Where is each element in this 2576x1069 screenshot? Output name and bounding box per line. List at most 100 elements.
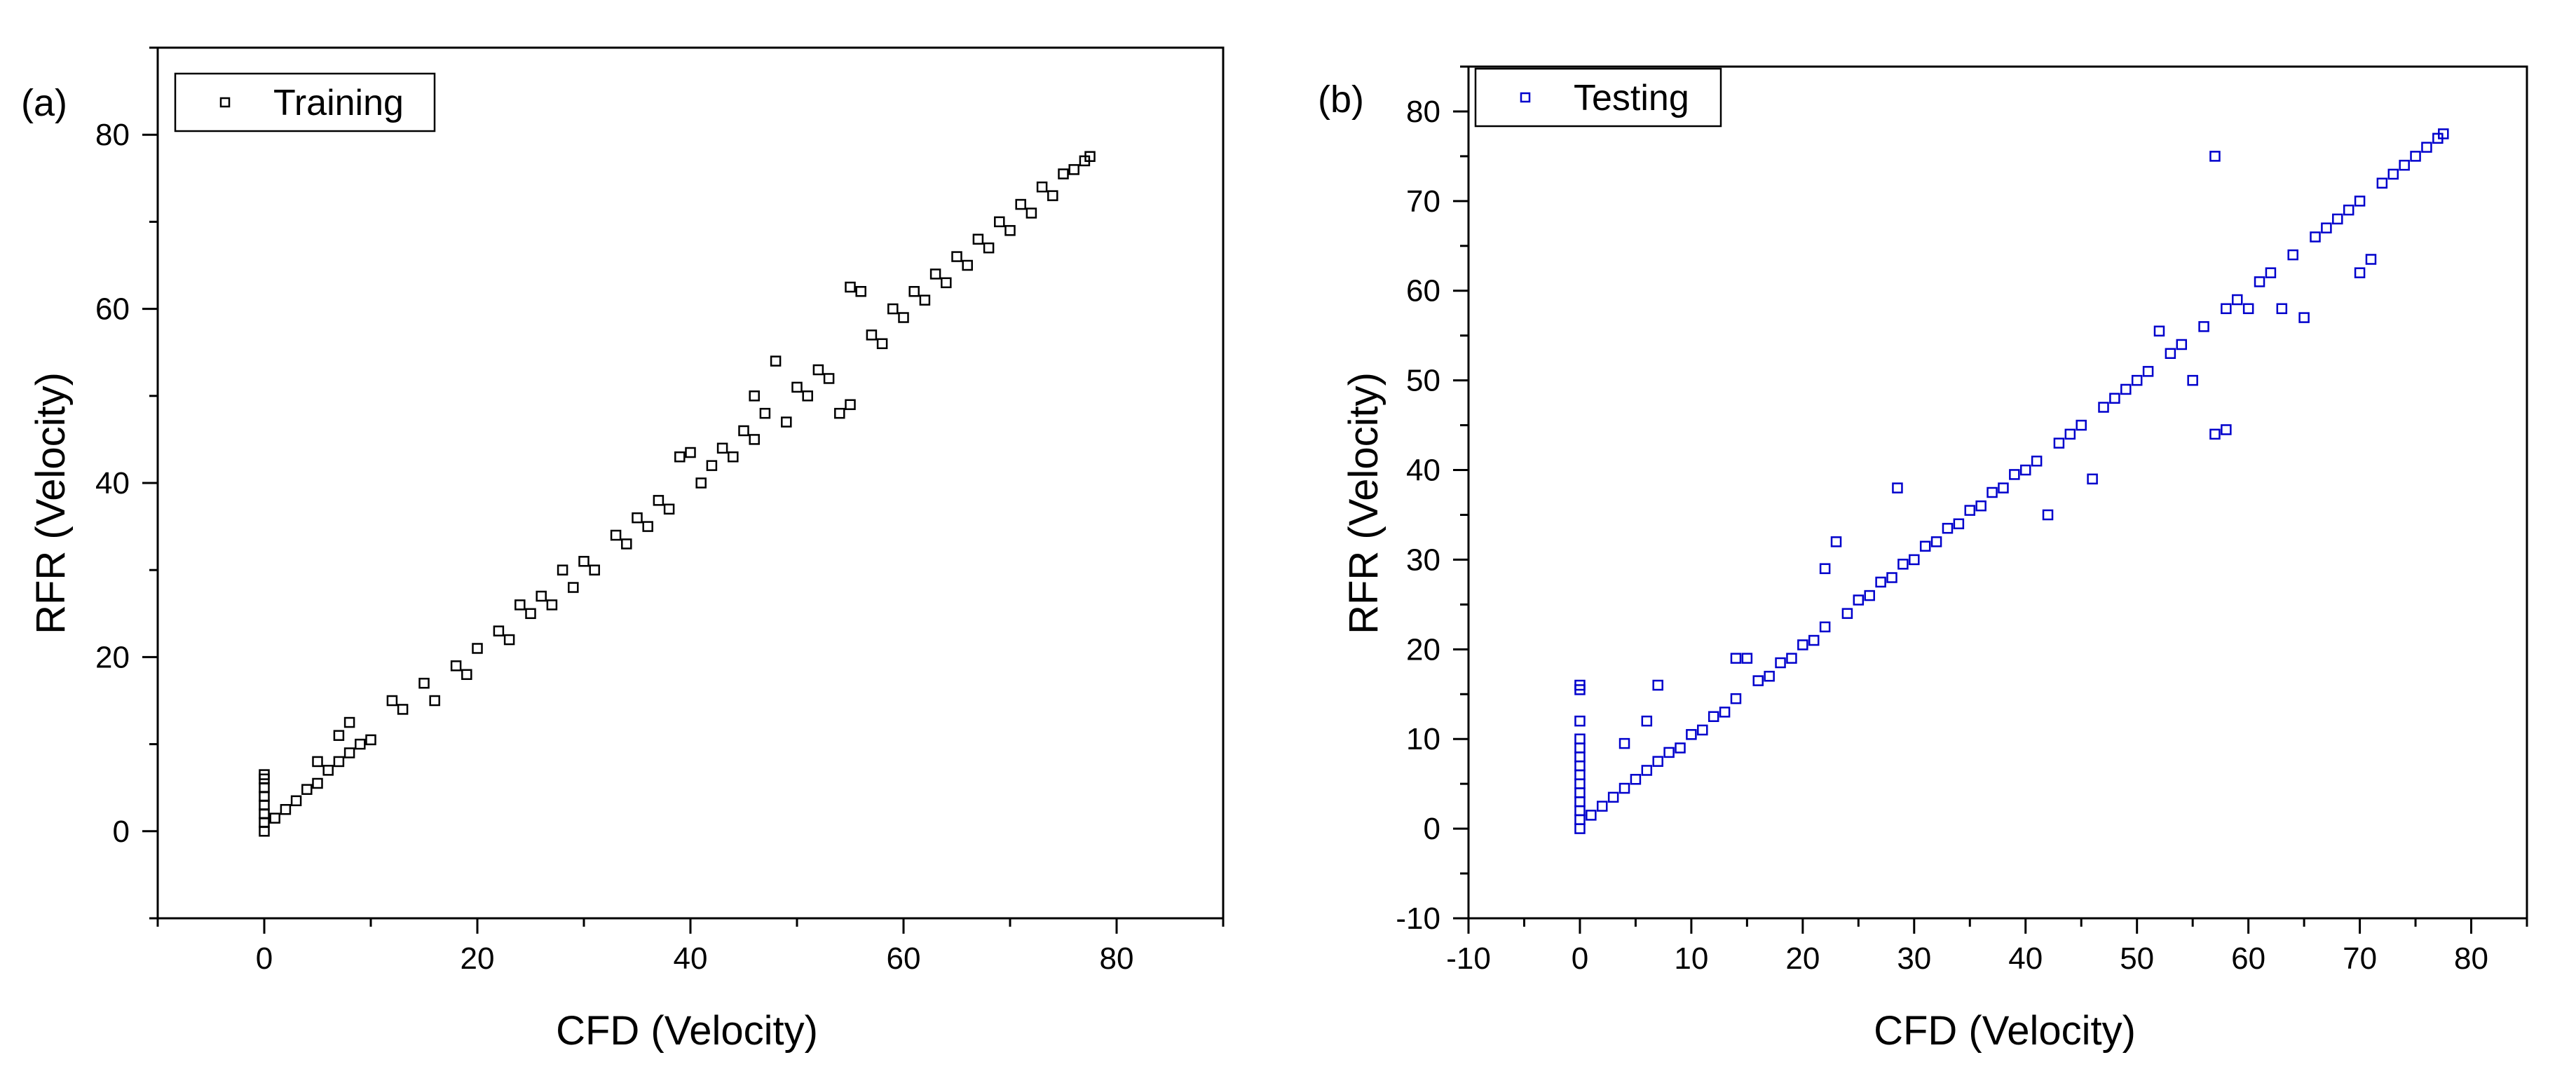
data-point (1652, 756, 1663, 767)
x-tick-label-b: 20 (1785, 941, 1820, 976)
data-point (2131, 374, 2143, 386)
data-point (2332, 213, 2343, 225)
data-point (2310, 231, 2321, 243)
data-point (972, 233, 984, 245)
data-point (2109, 393, 2120, 404)
x-tick-label-b: -10 (1446, 941, 1491, 976)
data-point (983, 242, 995, 254)
data-point (941, 277, 952, 289)
plot-frame-b (1467, 65, 2528, 920)
data-point (1864, 590, 1875, 601)
data-point (322, 765, 334, 776)
data-point (259, 791, 270, 802)
data-point (1641, 715, 1653, 727)
data-point (2365, 254, 2377, 265)
data-point (2276, 303, 2288, 315)
data-point (951, 251, 962, 262)
x-tick-label-b: 40 (2008, 941, 2043, 976)
data-point (1618, 737, 1630, 749)
data-point (2176, 339, 2188, 350)
chart-panel-a: (a) 0 20 40 60 80 0 20 40 60 80 Training CFD (Velo… (21, 46, 1225, 1054)
data-point (2387, 168, 2399, 180)
data-point (642, 521, 653, 532)
data-series-testing (1574, 128, 2449, 834)
data-point (716, 442, 728, 454)
data-point (1892, 482, 1903, 493)
x-tick-label-b: 0 (1572, 941, 1588, 976)
data-point (355, 738, 366, 750)
y-tick-label-b: 30 (1406, 543, 1440, 577)
data-point (2187, 374, 2198, 386)
data-point (557, 564, 568, 576)
data-point (2064, 428, 2076, 440)
plot-area-a: 0 20 40 60 80 0 20 40 60 80 Training (95, 46, 1225, 976)
data-point (1797, 639, 1808, 651)
legend-label-b: Testing (1574, 78, 1689, 118)
data-point (876, 338, 888, 350)
y-axis-title-a: RFR (Velocity) (28, 372, 74, 634)
data-point (1036, 181, 1048, 193)
data-point (908, 286, 920, 297)
data-point (2209, 428, 2221, 440)
x-axis-title-a: CFD (Velocity) (556, 1008, 818, 1054)
x-tick-label-b: 50 (2120, 941, 2154, 976)
data-point (259, 817, 270, 829)
data-point (1607, 791, 1619, 803)
data-point (269, 812, 280, 824)
data-point (312, 777, 323, 789)
data-point (1004, 225, 1016, 236)
data-point (1964, 505, 1976, 516)
data-point (845, 281, 856, 293)
data-point (568, 582, 579, 593)
data-point (1730, 693, 1742, 704)
y-tick-label-b: 80 (1406, 95, 1440, 129)
data-point (749, 434, 760, 445)
data-point (812, 364, 824, 376)
data-point (1830, 536, 1842, 547)
x-tick-label-b: 60 (2231, 941, 2265, 976)
data-point (1025, 207, 1037, 219)
data-point (1574, 805, 1586, 817)
data-point (1819, 563, 1831, 574)
x-tick-label-b: 30 (1897, 941, 1931, 976)
data-point (759, 407, 771, 419)
data-point (450, 660, 462, 672)
data-point (1875, 576, 1886, 588)
data-point (503, 634, 515, 646)
data-point (2153, 325, 2165, 337)
data-point (290, 795, 302, 807)
data-point (791, 381, 803, 393)
data-point (312, 756, 323, 768)
data-point (845, 399, 856, 410)
data-point (738, 425, 749, 437)
data-point (685, 447, 696, 458)
data-point (259, 826, 270, 837)
data-point (2410, 151, 2421, 162)
y-tick-label-a: 20 (95, 640, 130, 674)
x-tick-label-a: 60 (887, 941, 921, 976)
data-point (461, 669, 472, 680)
data-point (2298, 312, 2310, 323)
data-point (493, 625, 505, 636)
data-point (929, 268, 941, 280)
data-point (919, 294, 931, 306)
data-point (418, 677, 430, 689)
y-tick-label-a: 40 (95, 466, 130, 501)
data-point (674, 451, 686, 463)
data-point (259, 782, 270, 794)
data-point (259, 769, 270, 780)
data-point (781, 416, 792, 428)
data-point (1652, 679, 1663, 691)
data-point (2031, 455, 2043, 467)
data-point (2076, 419, 2087, 431)
data-point (1574, 751, 1586, 763)
data-point (333, 756, 345, 768)
y-tick-label-b: 40 (1406, 454, 1440, 488)
data-point (994, 216, 1005, 228)
data-point (2321, 222, 2332, 233)
data-point (1084, 151, 1096, 162)
data-point (2165, 348, 2176, 360)
data-point (1786, 653, 1797, 664)
data-point (1764, 670, 1775, 682)
